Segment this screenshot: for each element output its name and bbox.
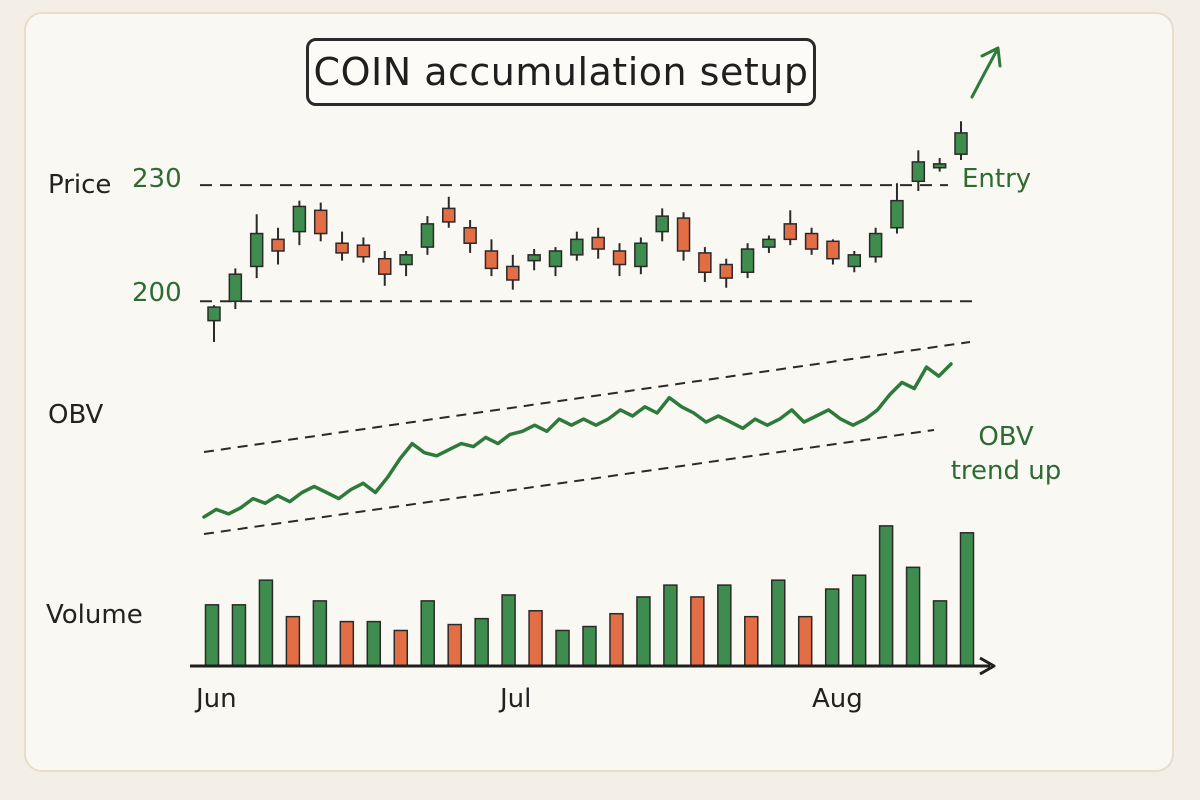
price-level-label-200: 200	[132, 278, 182, 308]
candle-up	[890, 199, 904, 229]
volume-bar	[959, 532, 975, 667]
x-tick-jul: Jul	[500, 684, 532, 714]
candle-up	[740, 248, 755, 274]
volume-bar	[636, 596, 651, 667]
volume-bar	[878, 525, 894, 667]
candle-up	[911, 161, 926, 183]
price-panel	[200, 46, 1002, 342]
volume-bar	[366, 620, 382, 667]
volume-bar	[501, 594, 516, 667]
breakout-arrowhead-icon	[980, 46, 1002, 68]
obv-trend-annotation: OBV trend up	[950, 422, 1062, 486]
candle-up	[570, 238, 584, 256]
candle-down	[804, 232, 819, 250]
x-tick-jun: Jun	[196, 684, 237, 714]
x-tick-aug: Aug	[812, 684, 863, 714]
volume-bar	[851, 574, 867, 667]
candle-down	[719, 263, 733, 279]
volume-bar	[797, 615, 813, 667]
candle-down	[356, 244, 371, 258]
volume-bar	[771, 579, 786, 667]
candle-down	[591, 236, 605, 250]
obv-panel	[202, 341, 971, 535]
candle-down	[484, 250, 499, 270]
volume-bar	[231, 604, 247, 667]
volume-bar	[474, 617, 489, 667]
candle-down	[676, 217, 691, 252]
candle-up	[868, 232, 883, 258]
candle-down	[463, 226, 477, 244]
volume-bar	[555, 629, 570, 667]
candle-up	[527, 254, 541, 262]
candle-up	[954, 132, 968, 155]
volume-bar	[932, 600, 948, 667]
candle-up	[548, 250, 563, 268]
obv-line	[202, 362, 953, 519]
candle-up	[228, 273, 243, 303]
candle-up	[292, 205, 307, 233]
volume-bar	[717, 584, 732, 667]
volume-bar	[582, 625, 597, 667]
volume-bar	[420, 600, 435, 667]
chart-title-box: COIN accumulation setup	[306, 38, 816, 106]
candle-down	[313, 209, 328, 235]
candle-down	[377, 257, 392, 275]
breakout-arrow-icon	[970, 48, 999, 99]
volume-bar	[204, 604, 220, 667]
volume-bar	[312, 600, 328, 667]
x-axis-arrow-icon	[979, 656, 996, 676]
chart-title: COIN accumulation setup	[313, 50, 809, 94]
volume-bar	[339, 620, 355, 667]
volume-bar	[744, 615, 759, 667]
volume-bar	[393, 629, 408, 667]
volume-bar	[905, 566, 921, 667]
candle-down	[335, 242, 349, 254]
candle-down	[271, 238, 285, 252]
volume-panel-label: Volume	[46, 600, 143, 630]
obv-panel-label: OBV	[48, 400, 104, 430]
candle-up	[207, 306, 221, 322]
candle-down	[442, 207, 456, 223]
candle-up	[847, 254, 862, 268]
volume-panel	[190, 525, 996, 676]
candle-down	[506, 265, 520, 281]
candle-up	[399, 254, 413, 266]
volume-bar	[609, 612, 624, 667]
candle-up	[634, 242, 648, 268]
candle-down	[698, 252, 712, 274]
volume-bar	[447, 623, 462, 667]
price-level-label-230: 230	[132, 164, 182, 194]
candle-up	[655, 215, 669, 233]
volume-bar	[528, 609, 543, 667]
volume-bar	[258, 579, 274, 667]
candle-down	[612, 250, 627, 266]
candle-up	[762, 238, 776, 248]
volume-bar	[690, 596, 705, 667]
candle-up	[420, 223, 435, 248]
obv-upper-trendline	[203, 341, 971, 453]
candle-down	[783, 223, 798, 241]
candle-up	[249, 232, 264, 268]
entry-label: Entry	[962, 164, 1032, 194]
volume-bar	[663, 584, 678, 667]
volume-bar	[285, 615, 301, 667]
volume-bar	[824, 588, 840, 667]
obv-lower-trendline	[203, 429, 935, 535]
price-panel-label: Price	[48, 170, 112, 200]
candle-down	[826, 240, 840, 260]
candle-up	[932, 163, 947, 169]
